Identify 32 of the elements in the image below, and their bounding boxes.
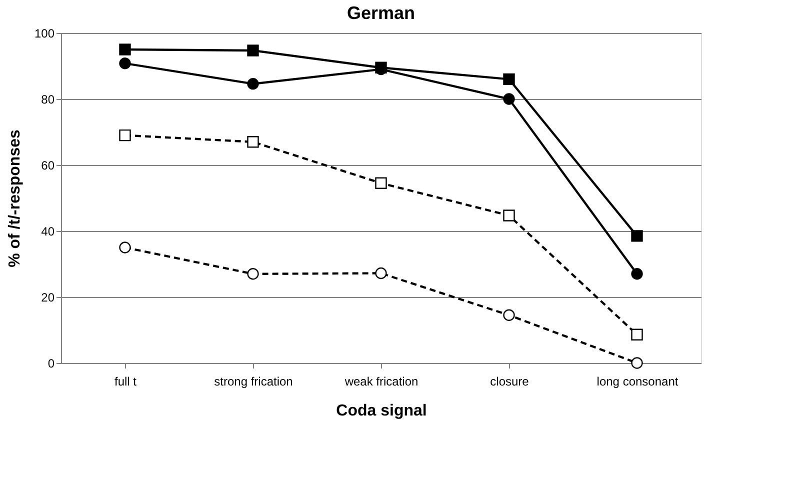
- point: [503, 73, 515, 86]
- y-tick-label: 80: [41, 92, 55, 106]
- chart-title: German: [346, 3, 416, 23]
- x-tick-label: weak frication: [344, 374, 418, 388]
- y-tick-label: 40: [41, 224, 55, 238]
- point: [503, 93, 515, 105]
- point: [375, 267, 387, 280]
- y-tick-label: 100: [34, 26, 55, 40]
- point: [375, 177, 387, 189]
- point: [503, 210, 515, 222]
- point: [503, 309, 515, 321]
- point: [247, 78, 259, 90]
- x-tick-label: strong frication: [214, 374, 293, 388]
- y-tick-label: 60: [41, 158, 55, 172]
- point: [119, 242, 131, 254]
- point: [631, 357, 643, 369]
- point: [247, 136, 259, 148]
- x-tick-label: closure: [490, 374, 530, 388]
- x-axis-title: Coda signal: [336, 402, 427, 420]
- point: [119, 58, 131, 70]
- point: [119, 129, 131, 142]
- point: [119, 44, 131, 56]
- point: [247, 44, 259, 56]
- y-axis-title: % of /t/-responses: [6, 130, 24, 268]
- x-tick-label: long consonant: [596, 374, 679, 388]
- point: [631, 230, 643, 242]
- point: [631, 268, 643, 280]
- point: [631, 328, 643, 340]
- y-tick-label: 0: [48, 356, 55, 370]
- x-tick-label: full t: [114, 374, 138, 388]
- point: [247, 268, 259, 280]
- y-tick-label: 20: [41, 290, 55, 304]
